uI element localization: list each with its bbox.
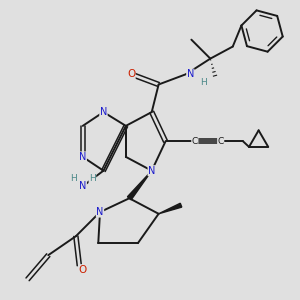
Text: O: O — [79, 265, 87, 275]
Text: N: N — [100, 107, 107, 117]
Polygon shape — [128, 171, 152, 200]
Text: C: C — [192, 137, 198, 146]
Text: C: C — [218, 137, 224, 146]
Text: H: H — [200, 78, 207, 87]
Text: H: H — [70, 174, 76, 183]
Text: N: N — [148, 166, 155, 176]
Polygon shape — [159, 203, 182, 214]
Text: N: N — [187, 69, 194, 79]
Text: N: N — [79, 181, 86, 191]
Text: H: H — [89, 174, 96, 183]
Text: O: O — [127, 69, 135, 79]
Text: N: N — [79, 152, 86, 162]
Text: N: N — [96, 207, 104, 217]
